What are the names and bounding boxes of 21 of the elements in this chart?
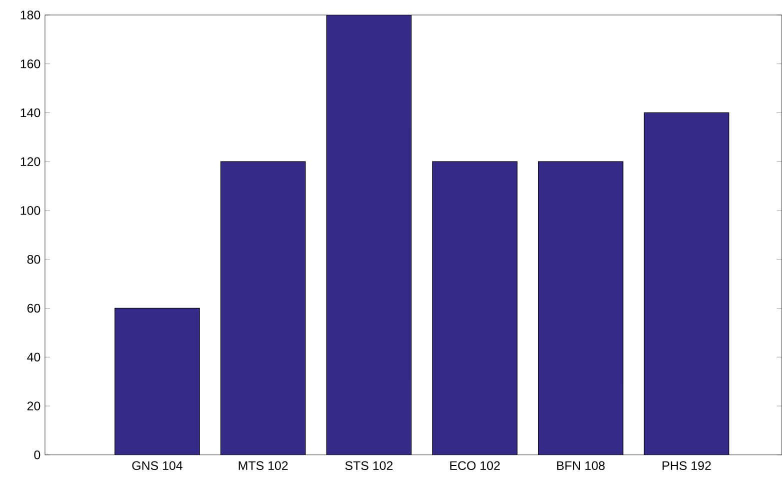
y-tick-label: 80 (27, 255, 40, 264)
y-tick-label: 0 (34, 450, 40, 460)
y-tick-label: 20 (27, 402, 40, 410)
x-tick-label: GNS 104 (132, 461, 182, 470)
x-tick-label: BFN 108 (557, 461, 605, 470)
bar (538, 161, 624, 455)
bar (644, 112, 730, 455)
y-tick-label: 100 (20, 206, 40, 215)
y-tick-label: 160 (20, 60, 40, 68)
y-tick-label: 140 (20, 108, 40, 118)
x-tick-label: PHS 192 (662, 461, 711, 470)
x-tick-label: MTS 102 (238, 461, 288, 470)
x-tick-label: STS 102 (345, 461, 393, 470)
y-tick-label: 60 (27, 304, 40, 313)
bar (220, 161, 306, 455)
x-tick-label: ECO 102 (450, 461, 500, 470)
y-tick-label: 40 (27, 352, 40, 362)
bar (432, 161, 518, 455)
y-tick-label: 120 (20, 157, 40, 166)
y-tick-label: 180 (20, 10, 40, 20)
bar (114, 308, 200, 455)
